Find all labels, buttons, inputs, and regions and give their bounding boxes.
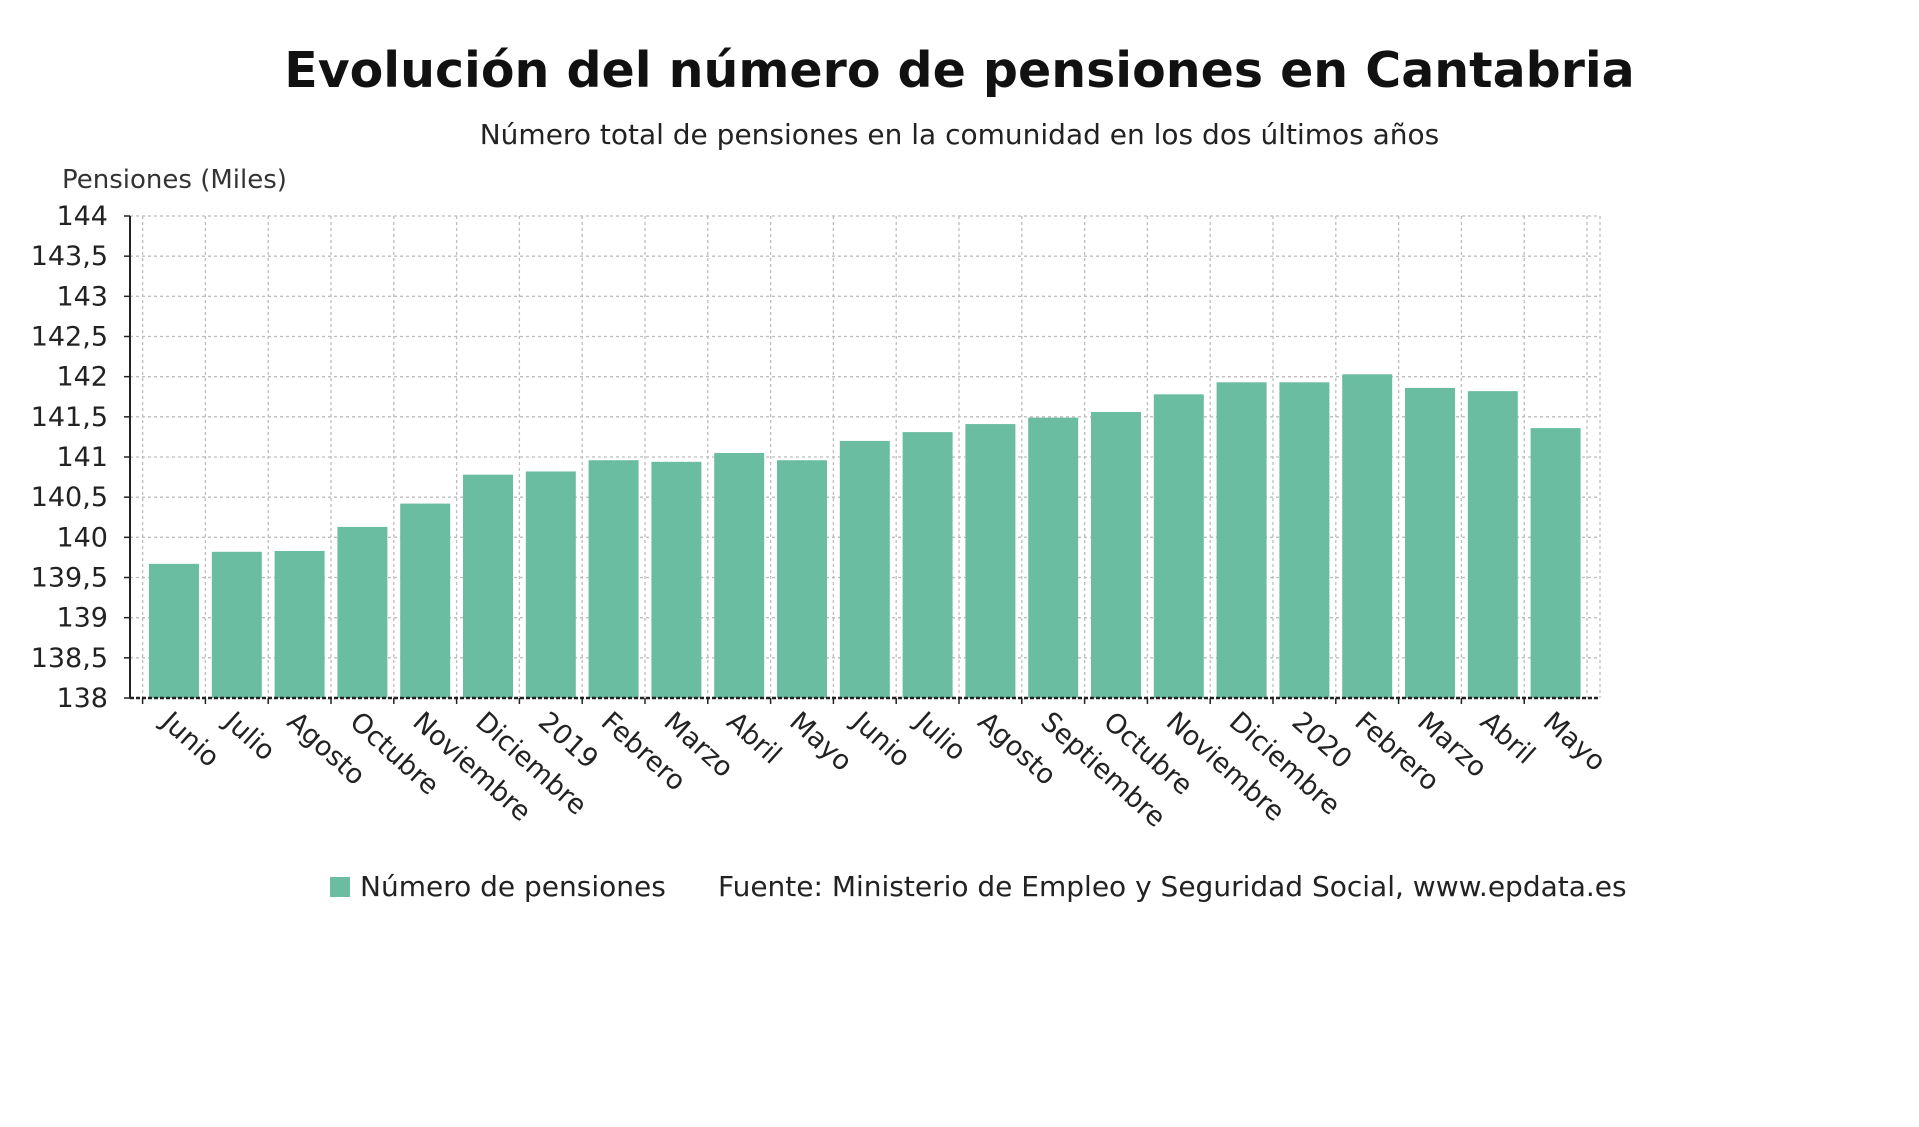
y-tick-label: 143 <box>56 281 108 312</box>
bars <box>149 374 1581 698</box>
source-note: Fuente: Ministerio de Empleo y Seguridad… <box>718 870 1627 903</box>
x-tick-label: Junio <box>154 705 225 774</box>
bar <box>1530 428 1581 698</box>
y-axis-label: Pensiones (Miles) <box>62 165 287 195</box>
y-tick-label: 143,5 <box>31 241 108 272</box>
y-tick-label: 141,5 <box>31 402 108 433</box>
bar <box>1342 374 1393 698</box>
y-tick-label: 144 <box>56 201 108 232</box>
bar <box>1091 412 1141 698</box>
axes <box>124 215 1600 704</box>
y-tick-label: 142,5 <box>31 322 108 353</box>
bar <box>839 440 890 698</box>
y-tick-label: 138 <box>56 683 108 714</box>
y-tick-label: 139 <box>56 603 108 634</box>
x-tick-label: Mayo <box>783 706 858 777</box>
x-tick-label: Julio <box>217 705 281 767</box>
bar <box>588 460 639 698</box>
bar <box>274 550 325 698</box>
y-tick-label: 140,5 <box>31 482 108 513</box>
x-tick-label: Mayo <box>1537 706 1612 777</box>
bar <box>1405 387 1455 698</box>
bar <box>1279 382 1330 698</box>
bar <box>525 471 576 698</box>
bar <box>211 551 262 698</box>
bar <box>400 503 451 698</box>
y-tick-label: 142 <box>56 362 108 393</box>
bar <box>714 452 765 698</box>
x-tick-label: Junio <box>845 705 916 774</box>
legend: Número de pensiones <box>330 870 666 903</box>
x-tick-label: Julio <box>907 705 971 767</box>
bar <box>777 460 827 698</box>
bar <box>651 461 702 698</box>
bar <box>1216 382 1267 698</box>
bar <box>965 424 1016 698</box>
y-tick-labels: 138 138,5 139 139,5 140 140,5 141 141,5 142 142,5… <box>31 201 108 714</box>
y-tick-label: 138,5 <box>31 643 108 674</box>
legend-label: Número de pensiones <box>360 870 666 903</box>
y-tick-label: 141 <box>56 442 108 473</box>
bar <box>1153 394 1204 698</box>
y-tick-label: 140 <box>56 522 108 553</box>
bar <box>337 526 388 698</box>
bar <box>149 563 199 698</box>
chart-subtitle: Número total de pensiones en la comunida… <box>479 118 1440 151</box>
y-tick-label: 139,5 <box>31 563 108 594</box>
bar <box>1028 417 1079 698</box>
bar <box>1467 391 1518 698</box>
bar <box>902 432 953 698</box>
legend-swatch <box>330 876 350 897</box>
chart-title: Evolución del número de pensiones en Can… <box>284 42 1635 99</box>
bar <box>463 474 513 698</box>
